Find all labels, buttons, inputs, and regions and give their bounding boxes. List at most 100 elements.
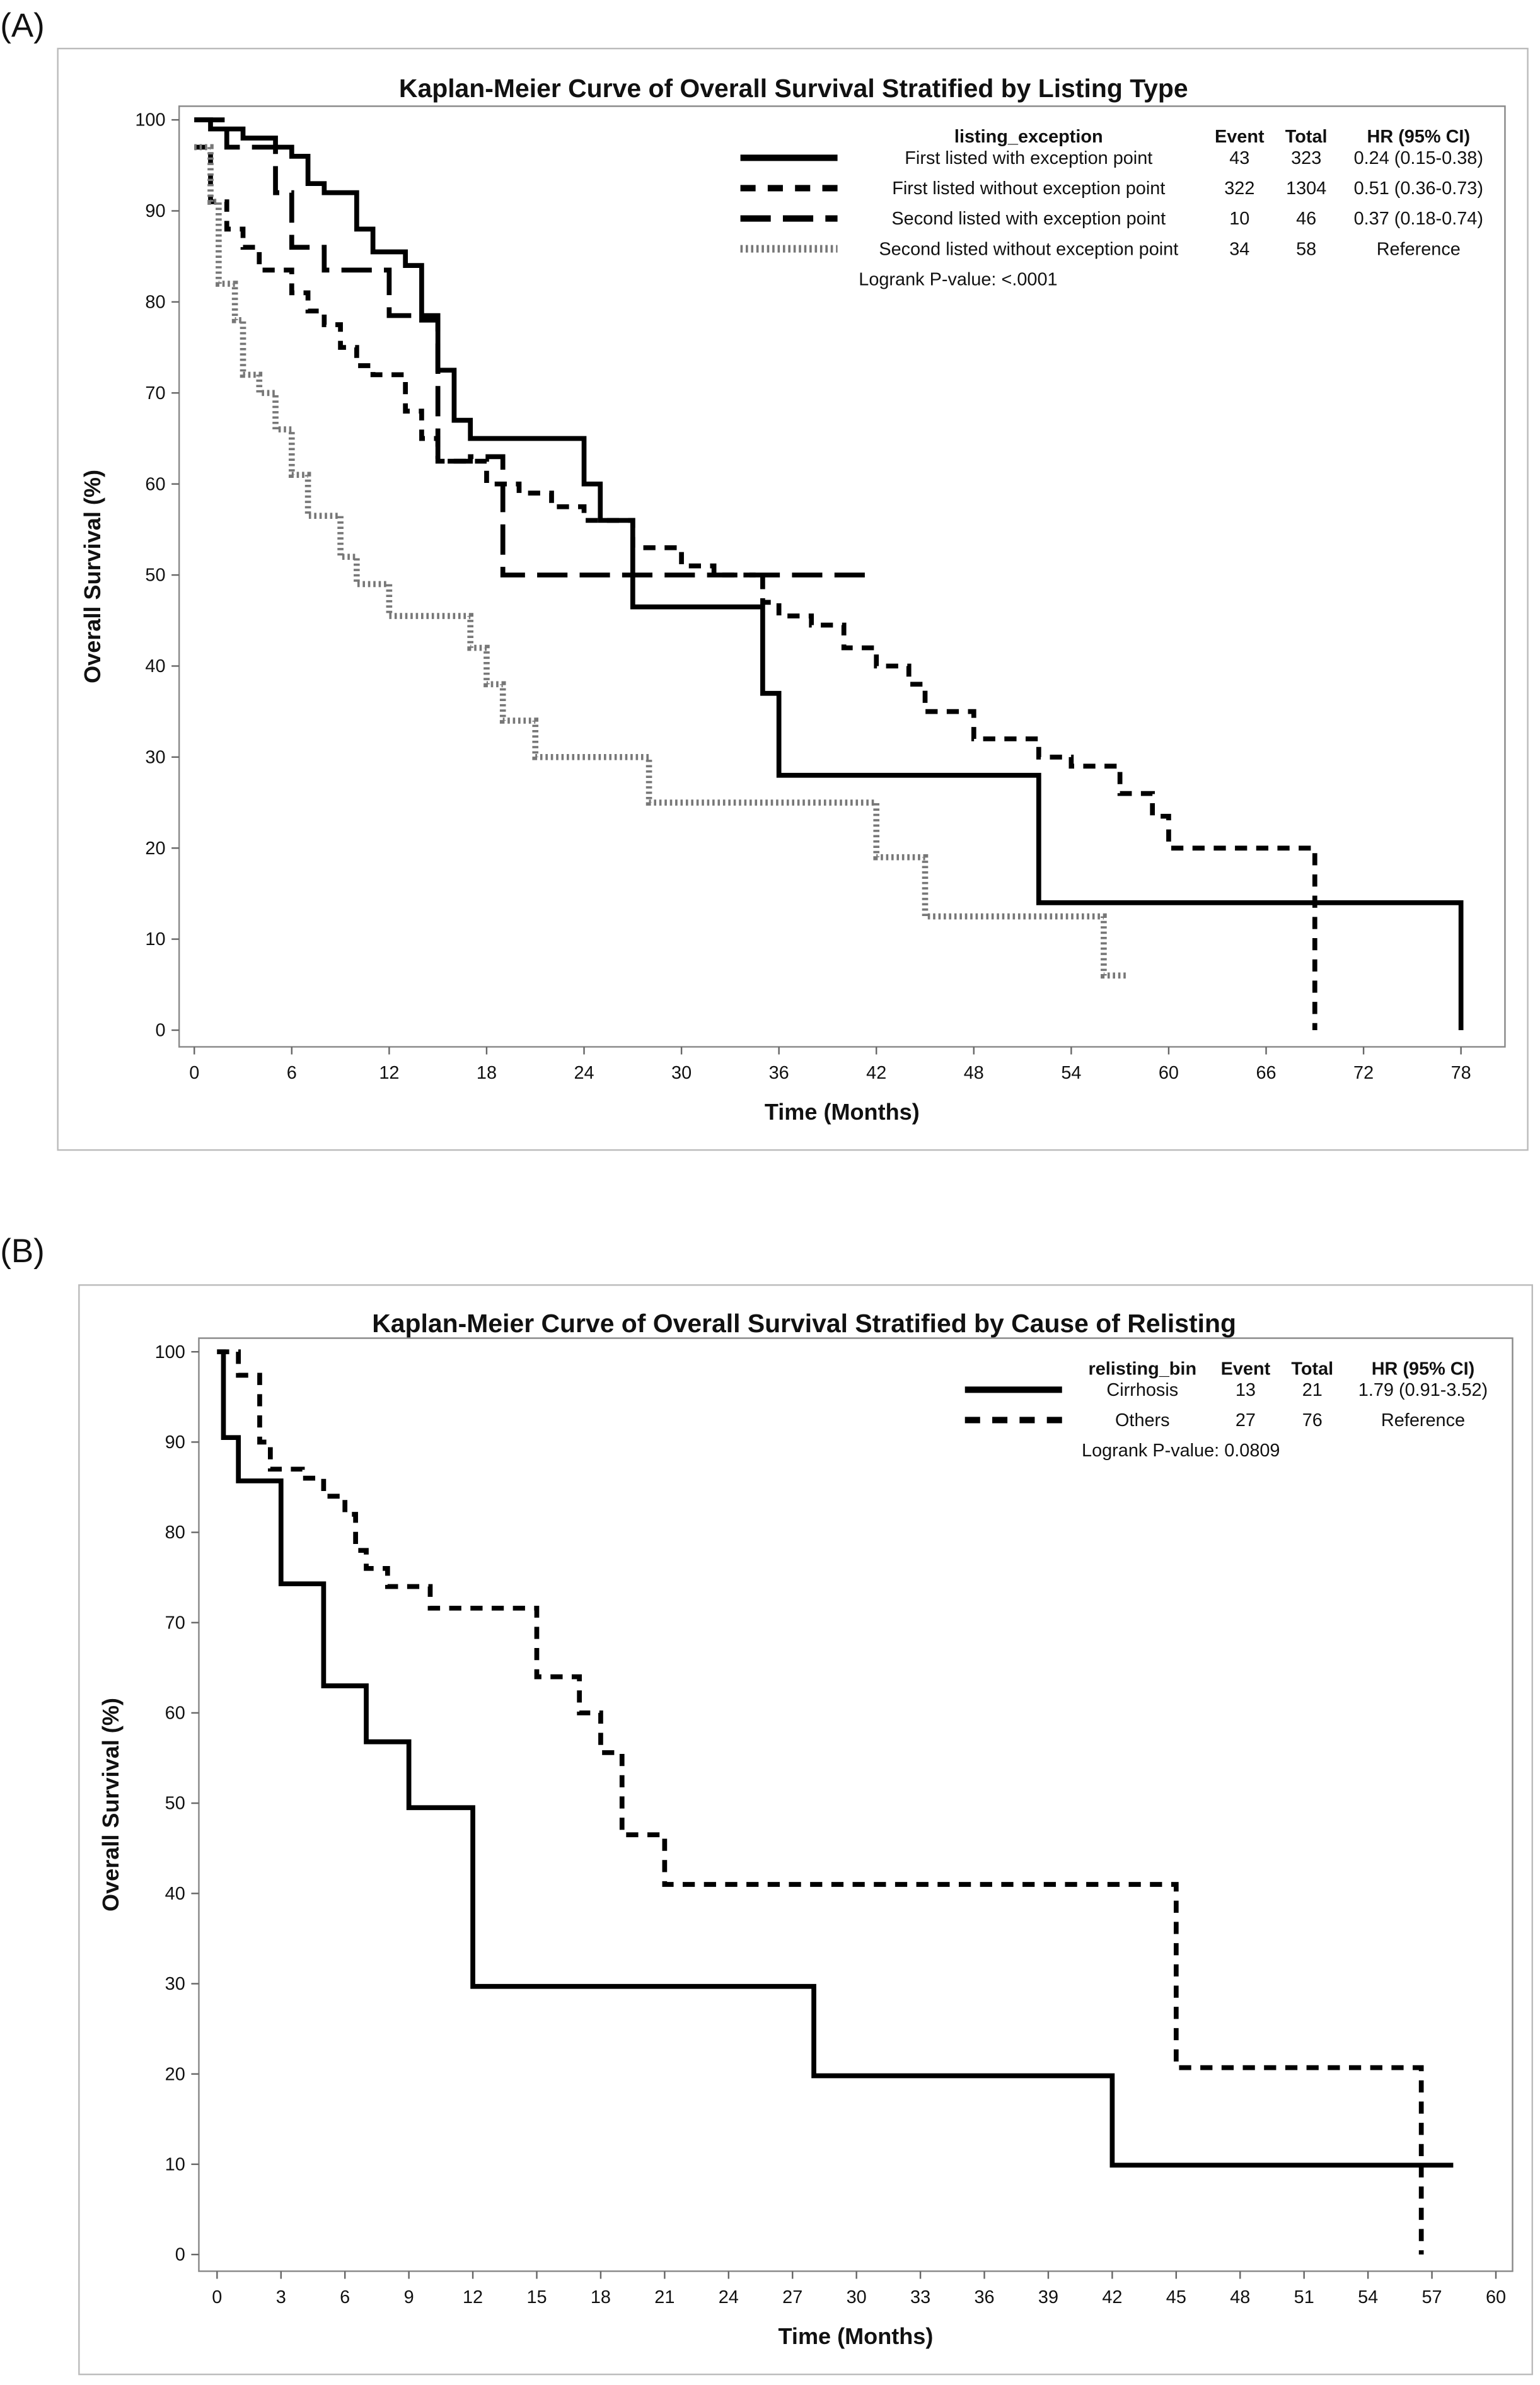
x-tick-label: 66 (1256, 1063, 1276, 1083)
legend-header-hr: HR (95% CI) (1367, 127, 1470, 147)
legend-series-name: First listed with exception point (905, 148, 1152, 168)
x-tick-label: 3 (276, 2287, 286, 2307)
y-tick-label: 80 (145, 293, 165, 313)
y-tick-label: 40 (145, 656, 165, 676)
y-tick-label: 30 (165, 1974, 185, 1994)
y-tick-label: 20 (145, 839, 165, 859)
chart-a-title: Kaplan-Meier Curve of Overall Survival S… (399, 74, 1188, 103)
y-tick-label: 90 (165, 1432, 185, 1453)
legend-series-event: 43 (1229, 148, 1249, 168)
y-axis-label: Overall Survival (%) (79, 470, 105, 683)
legend-logrank: Logrank P-value: 0.0809 (1082, 1441, 1280, 1461)
y-tick-label: 0 (155, 1021, 165, 1041)
legend-series-hr: Reference (1377, 239, 1461, 259)
legend-series-event: 322 (1224, 178, 1254, 199)
legend-series-hr: 0.37 (0.18-0.74) (1354, 209, 1483, 229)
x-tick-label: 0 (212, 2287, 222, 2307)
y-tick-label: 50 (145, 566, 165, 586)
x-tick-label: 72 (1353, 1063, 1374, 1083)
plot-area (198, 1337, 1514, 2272)
series-line-1 (217, 1349, 1424, 2255)
x-tick-label: 9 (404, 2287, 414, 2307)
x-tick-label: 78 (1451, 1063, 1471, 1083)
x-tick-label: 6 (340, 2287, 350, 2307)
y-tick-label: 60 (145, 474, 165, 494)
x-tick-label: 24 (719, 2287, 739, 2307)
legend-header-total: Total (1285, 127, 1328, 147)
x-tick-label: 54 (1061, 1063, 1081, 1083)
legend-series-total: 21 (1302, 1380, 1323, 1400)
legend-series-event: 27 (1236, 1410, 1256, 1430)
legend-series-total: 46 (1296, 209, 1316, 229)
y-tick-label: 60 (165, 1703, 185, 1724)
legend-series-total: 1304 (1286, 178, 1326, 199)
x-tick-label: 18 (591, 2287, 611, 2307)
x-tick-label: 42 (866, 1063, 886, 1083)
legend-series-event: 10 (1229, 209, 1249, 229)
legend-series-name: First listed without exception point (892, 178, 1165, 199)
x-tick-label: 48 (1230, 2287, 1250, 2307)
x-axis-label: Time (Months) (765, 1099, 920, 1125)
x-tick-label: 6 (287, 1063, 297, 1083)
legend-series-hr: 0.24 (0.15-0.38) (1354, 148, 1483, 168)
x-tick-label: 12 (463, 2287, 483, 2307)
x-tick-label: 54 (1358, 2287, 1378, 2307)
x-tick-label: 0 (189, 1063, 199, 1083)
y-tick-label: 10 (145, 929, 165, 949)
x-tick-label: 30 (847, 2287, 867, 2307)
x-tick-label: 36 (974, 2287, 994, 2307)
x-tick-label: 30 (671, 1063, 692, 1083)
legend-header-group: listing_exception (954, 127, 1103, 147)
x-tick-label: 24 (574, 1063, 594, 1083)
legend-header-event: Event (1221, 1359, 1271, 1379)
series-line-3 (194, 144, 1128, 979)
series-line-0 (217, 1349, 1454, 2168)
legend-series-name: Cirrhosis (1106, 1380, 1178, 1400)
legend-series-name: Second listed without exception point (879, 239, 1178, 259)
panel-b-frame (78, 1284, 1533, 2376)
y-tick-label: 0 (175, 2245, 185, 2265)
x-tick-label: 42 (1102, 2287, 1122, 2307)
legend-series-hr: 1.79 (0.91-3.52) (1358, 1380, 1488, 1400)
chart-a-plot: 0 6 12 18 24 30 36 42 48 54 60 66 72 78 0 10 20 30 40 50 60 7… (79, 105, 1506, 1125)
y-axis-label: Overall Survival (%) (98, 1698, 124, 1912)
legend-logrank: Logrank P-value: <.0001 (859, 269, 1057, 289)
legend-series-total: 58 (1296, 239, 1316, 259)
legend-header-total: Total (1291, 1359, 1333, 1379)
x-tick-label: 45 (1166, 2287, 1186, 2307)
x-tick-label: 57 (1422, 2287, 1442, 2307)
legend-series-name: Second listed with exception point (891, 209, 1166, 229)
legend-series-hr: 0.51 (0.36-0.73) (1354, 178, 1483, 199)
x-tick-label: 39 (1038, 2287, 1058, 2307)
x-tick-label: 27 (782, 2287, 802, 2307)
y-tick-label: 20 (165, 2064, 185, 2084)
plot-area (178, 105, 1506, 1048)
x-tick-label: 51 (1294, 2287, 1314, 2307)
chart-b-plot: 0 3 6 9 12 15 18 21 24 27 30 33 36 39 42 45 48 51 54 57 6001… (98, 1337, 1514, 2349)
legend-series-event: 13 (1236, 1380, 1256, 1400)
y-tick-label: 100 (155, 1342, 185, 1362)
y-tick-label: 70 (145, 383, 165, 403)
series-line-0 (194, 117, 1464, 1031)
legend-series-name: Others (1115, 1410, 1170, 1430)
x-axis-label: Time (Months) (779, 2323, 934, 2349)
y-tick-label: 80 (165, 1523, 185, 1543)
legend-header-hr: HR (95% CI) (1372, 1359, 1475, 1379)
y-tick-label: 30 (145, 747, 165, 767)
x-tick-label: 15 (526, 2287, 547, 2307)
legend-header-event: Event (1215, 127, 1265, 147)
legend-series-total: 323 (1291, 148, 1321, 168)
legend-series-hr: Reference (1381, 1410, 1465, 1430)
y-tick-label: 90 (145, 201, 165, 221)
y-tick-label: 50 (165, 1794, 185, 1814)
y-tick-label: 10 (165, 2154, 185, 2174)
panel-label-a: (A) (0, 7, 45, 44)
legend-series-event: 34 (1229, 239, 1249, 259)
x-tick-label: 21 (654, 2287, 674, 2307)
y-tick-label: 40 (165, 1884, 185, 1904)
x-tick-label: 36 (769, 1063, 789, 1083)
y-tick-label: 70 (165, 1613, 185, 1633)
series-line-2 (194, 117, 869, 577)
legend-header-group: relisting_bin (1089, 1359, 1197, 1379)
